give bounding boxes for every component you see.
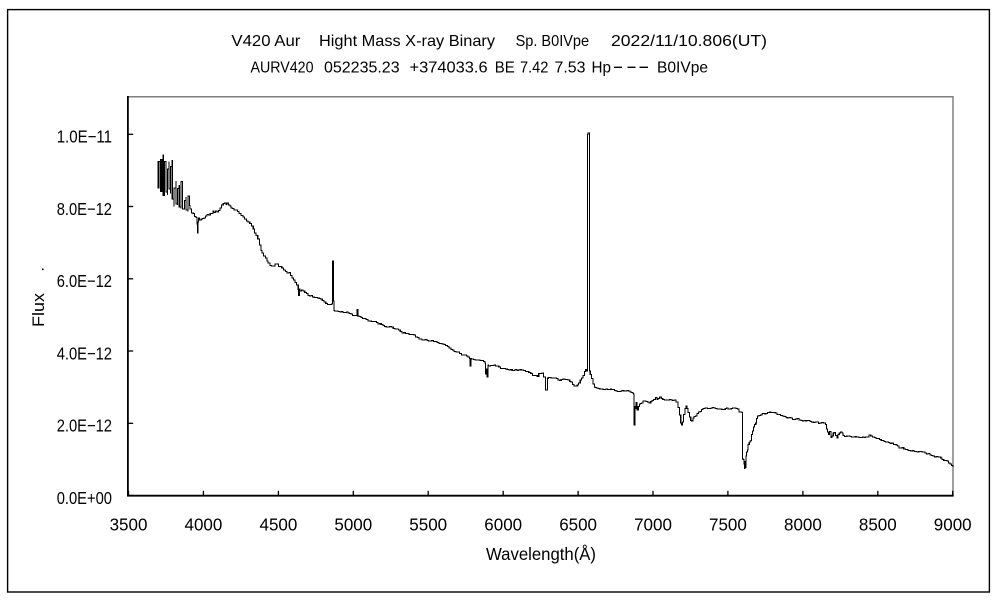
svg-text:Wavelength(Å): Wavelength(Å) [486, 544, 596, 564]
svg-text:Hp: Hp [592, 60, 612, 77]
svg-text:052235.23: 052235.23 [324, 60, 400, 77]
svg-text:2022/11/10.806(UT): 2022/11/10.806(UT) [611, 33, 767, 50]
svg-text:BE: BE [495, 60, 515, 77]
svg-text:8000: 8000 [784, 515, 822, 535]
svg-text:9000: 9000 [934, 515, 972, 535]
svg-text:AURV420: AURV420 [251, 60, 314, 77]
svg-text:+374033.6: +374033.6 [410, 60, 488, 77]
svg-text:7000: 7000 [634, 515, 672, 535]
svg-text:1.0E−11: 1.0E−11 [57, 127, 112, 147]
svg-text:Sp. B0IVpe: Sp. B0IVpe [516, 33, 590, 50]
svg-text:6000: 6000 [484, 515, 522, 535]
svg-text:5500: 5500 [409, 515, 447, 535]
svg-text:6500: 6500 [559, 515, 597, 535]
svg-text:7.42: 7.42 [520, 60, 548, 77]
svg-text:V420 Aur: V420 Aur [231, 33, 301, 50]
svg-text:8.0E−12: 8.0E−12 [57, 199, 112, 219]
svg-text:8500: 8500 [859, 515, 897, 535]
svg-text:Flux: Flux [29, 292, 48, 327]
svg-text:3500: 3500 [110, 515, 148, 535]
svg-text:4.0E−12: 4.0E−12 [57, 343, 112, 363]
svg-text:B0IVpe: B0IVpe [657, 60, 708, 77]
svg-text:4500: 4500 [260, 515, 298, 535]
svg-text:6.0E−12: 6.0E−12 [57, 271, 112, 291]
svg-text:0.0E+00: 0.0E+00 [57, 488, 113, 508]
svg-text:7500: 7500 [709, 515, 747, 535]
svg-text:Hight Mass X-ray Binary: Hight Mass X-ray Binary [319, 33, 495, 50]
svg-text:5000: 5000 [334, 515, 372, 535]
svg-text:4000: 4000 [185, 515, 223, 535]
svg-text:7.53: 7.53 [555, 60, 586, 77]
svg-text:2.0E−12: 2.0E−12 [57, 416, 112, 436]
